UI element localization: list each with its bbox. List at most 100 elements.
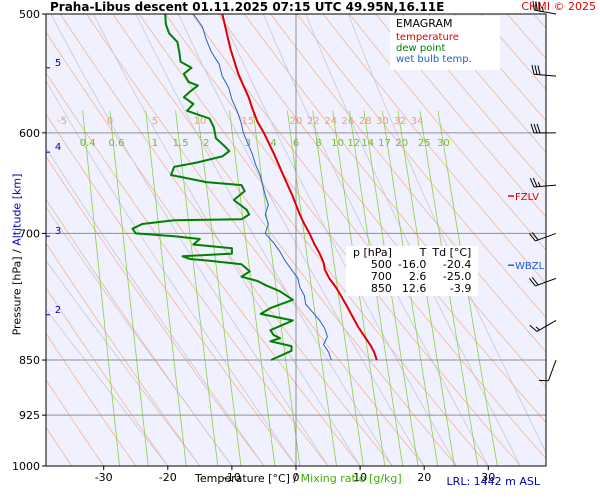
series-dew-point <box>131 14 294 361</box>
wind-barb-staff <box>535 232 557 242</box>
wind-barb <box>531 64 557 77</box>
wind-barb-flag <box>532 0 535 11</box>
moist-adiabat <box>46 80 297 466</box>
wind-barb-flag <box>529 233 536 242</box>
wind-barb <box>532 0 557 15</box>
level-label: WBZL <box>515 261 545 272</box>
dry-adiabat-label: 32 <box>393 116 406 127</box>
dry-adiabat <box>138 14 489 466</box>
dry-adiabat <box>348 14 546 251</box>
moist-adiabat <box>46 147 265 466</box>
mixing-ratio-label: 17 <box>378 138 391 149</box>
moist-adiabat <box>46 309 169 466</box>
table-header-t: T <box>419 246 427 259</box>
mixing-ratio-line <box>287 110 337 466</box>
wind-barb-flag <box>538 1 541 12</box>
x-tick-label: -30 <box>95 471 113 484</box>
wind-barb-staff <box>536 320 557 332</box>
altitude-tick-label: 2 <box>55 305 61 316</box>
p-tick-label: 600 <box>19 127 40 140</box>
mixing-ratio-line <box>437 110 498 466</box>
x-tick-label: 10 <box>353 471 367 484</box>
x-tick-label: 0 <box>293 471 300 484</box>
table-row: 500 -16.0 -20.4 <box>370 258 472 271</box>
mixing-ratio-label: 10 <box>331 138 344 149</box>
dry-adiabat <box>296 14 546 319</box>
wind-barb-staff <box>534 184 557 188</box>
mixing-ratio-label: 1.5 <box>173 138 189 149</box>
wind-barb-staff <box>534 73 557 77</box>
mixing-ratio-label: 20 <box>395 138 408 149</box>
legend-dew-point: dew point <box>396 43 446 54</box>
mixing-ratio-label: 0.4 <box>80 138 96 149</box>
sounding-table: p [hPa] T Td [°C] 500 -16.0 -20.4 700 2.… <box>346 246 479 296</box>
wind-barb-flag <box>531 277 539 286</box>
wind-barb-flag <box>536 123 541 134</box>
wind-barb-staff <box>535 277 557 287</box>
wind-barb-flag <box>537 181 541 187</box>
x-axis-title: Temperature [°C] / Mixing ratio [g/kg] <box>195 472 402 485</box>
wind-barb <box>529 320 557 332</box>
wind-barb <box>538 359 557 382</box>
mixing-ratio-label: 4 <box>270 138 276 149</box>
dry-adiabat <box>0 0 8 466</box>
table-header-p: p [hPa] <box>353 246 392 259</box>
chart-title: Praha-Libus descent 01.11.2025 07:15 UTC… <box>50 0 445 14</box>
x-tick-label: 20 <box>417 471 431 484</box>
dry-adiabat-label: 34 <box>411 116 424 127</box>
dry-adiabat <box>46 31 361 466</box>
dry-adiabat-label: 30 <box>376 116 389 127</box>
x-axis-label: Temperature [°C] / <box>195 472 298 485</box>
dry-adiabat-label: 26 <box>342 116 355 127</box>
moist-adiabat <box>46 260 201 466</box>
dry-adiabat <box>563 0 600 466</box>
dry-adiabat <box>46 155 265 466</box>
wind-barb-flag <box>529 278 536 287</box>
dry-adiabat-label: 10 <box>193 116 206 127</box>
moist-adiabat <box>50 14 329 466</box>
mixing-ratio-line <box>312 110 364 466</box>
dry-adiabat <box>401 14 546 185</box>
x-axis-label-mixing: Mixing ratio [g/kg] <box>300 472 402 485</box>
p-tick-label: 1000 <box>12 460 40 473</box>
wind-barb-flag <box>529 178 535 188</box>
legend-title: EMAGRAM <box>396 17 453 30</box>
wind-barb-staff <box>548 359 557 381</box>
wind-barb-flag <box>537 65 541 75</box>
mixing-ratio-line <box>82 110 120 466</box>
mixing-ratio-label: 8 <box>315 138 321 149</box>
dry-adiabat <box>322 14 546 284</box>
altitude-tick-label: 5 <box>55 58 61 69</box>
mixing-ratio-line <box>349 110 404 466</box>
legend-temperature: temperature <box>396 32 459 43</box>
wind-barb-flag <box>535 1 538 11</box>
dry-adiabat <box>46 332 137 466</box>
dry-adiabat <box>59 14 393 466</box>
dry-adiabat-label: 20 <box>290 116 303 127</box>
mixing-ratio-label: 12 <box>347 138 360 149</box>
mixing-ratio-line <box>363 110 419 466</box>
wind-barb <box>529 277 557 287</box>
altitude-tick-label: 3 <box>55 226 61 237</box>
dry-adiabat-label: 5 <box>152 116 158 127</box>
mixing-ratio-label: 6 <box>293 138 299 149</box>
x-tick-label: -20 <box>159 471 177 484</box>
wind-barb <box>530 123 556 134</box>
wind-barb-flag <box>535 326 540 331</box>
moist-adiabat <box>177 14 425 466</box>
mixing-ratio-label: 3 <box>245 138 251 149</box>
dry-adiabat <box>46 242 201 466</box>
dry-adiabat <box>46 113 297 466</box>
wind-barb <box>529 177 557 188</box>
mixing-ratio-line <box>419 110 479 466</box>
table-header-td: Td [°C] <box>432 246 472 259</box>
mixing-ratio-label: 30 <box>437 138 450 149</box>
wind-barb-flag <box>530 123 535 134</box>
dry-adiabat <box>46 287 169 466</box>
dry-adiabat <box>427 14 546 153</box>
mixing-ratio-line <box>175 110 219 466</box>
y-axis-title: Pressure [hPa] / Altitude [km] <box>11 160 24 350</box>
y-axis-label: Pressure [hPa] / <box>10 249 24 336</box>
moist-adiabat <box>46 206 233 466</box>
